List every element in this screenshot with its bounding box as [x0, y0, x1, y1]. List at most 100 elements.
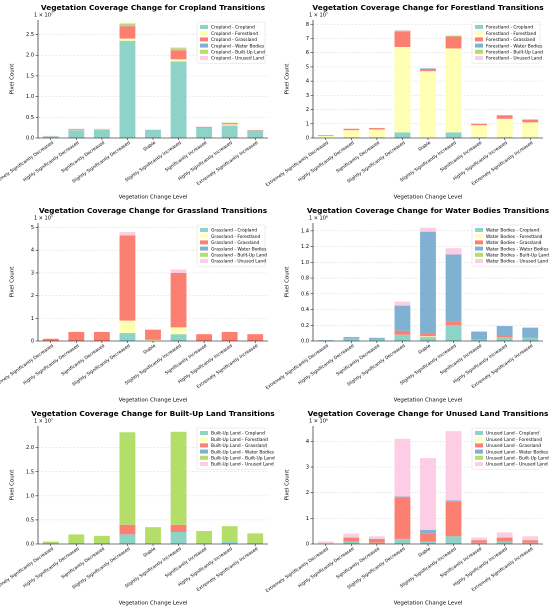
legend-swatch: [200, 43, 208, 48]
bar-segment: [247, 334, 264, 341]
bar-segment: [170, 61, 187, 139]
bar-segment: [394, 132, 411, 138]
legend-swatch: [475, 443, 483, 448]
bar-segment: [170, 334, 187, 341]
x-tick-label: Significantly Decreased: [60, 546, 106, 581]
legend-label: Cropland - Built-Up Land: [211, 50, 265, 56]
legend-swatch: [200, 259, 208, 263]
bar-segment: [394, 305, 411, 331]
x-tick-label: Stable: [417, 546, 432, 559]
bar-segment: [170, 59, 187, 62]
y-axis-label: Pixel Count: [10, 469, 16, 501]
legend-swatch: [475, 437, 483, 442]
bar-segment: [522, 540, 539, 543]
bar-segment: [420, 68, 436, 70]
legend-label: Built-Up Land - Unused Land: [211, 462, 274, 468]
legend-label: Grassland - Built-Up Land: [211, 253, 267, 259]
y-axis-label: Pixel Count: [285, 266, 291, 298]
bar-segment: [343, 130, 360, 138]
legend-label: Unused Land - Grassland: [486, 443, 541, 449]
bar-segment: [247, 543, 264, 544]
bar-segment: [471, 540, 488, 543]
legend-swatch: [475, 43, 483, 48]
bar-segment: [394, 31, 411, 48]
legend-swatch: [475, 462, 483, 466]
bar-segment: [170, 531, 187, 544]
y-tick-label: 2.0: [26, 53, 34, 59]
bar-segment: [170, 327, 187, 335]
bar-segment: [68, 331, 85, 341]
bar-segment: [522, 122, 539, 138]
bar-segment: [368, 542, 385, 544]
chart-title: Vegetation Coverage Change for Forestlan…: [312, 3, 544, 12]
bar-segment: [68, 543, 85, 544]
bar-segment: [496, 335, 513, 338]
bar-segment: [145, 129, 161, 138]
y-tick-label: 2: [306, 490, 309, 496]
bar-segment: [93, 331, 110, 341]
legend-swatch: [200, 246, 208, 251]
legend-swatch: [475, 431, 483, 435]
bar-segment: [445, 321, 462, 326]
y-tick-label: 3: [31, 270, 34, 276]
bar-segment: [170, 47, 187, 49]
legend-swatch: [200, 455, 208, 460]
bar-segment: [119, 333, 136, 341]
bar-segment: [119, 26, 136, 39]
y-tick-label: 0: [306, 542, 309, 548]
bar-segment: [445, 500, 462, 502]
legend-label: Grassland - Grassland: [211, 240, 259, 246]
y-tick-label: 0.0: [301, 339, 309, 345]
bar-segment: [420, 333, 436, 337]
legend-box: [196, 427, 266, 470]
x-tick-label: Significantly Increased: [439, 546, 483, 580]
legend-label: Unused Land - Built-Up Land: [486, 456, 549, 462]
legend-label: Grassland - Unused Land: [211, 259, 266, 265]
bar-segment: [221, 124, 238, 126]
bar-segment: [394, 47, 411, 133]
bar-segment: [522, 536, 539, 541]
bar-segment: [145, 339, 161, 341]
x-tick-label: Stable: [417, 140, 432, 153]
x-axis-label: Vegetation Change Level: [394, 398, 463, 404]
y-tick-label: 0.5: [26, 517, 34, 523]
bar-segment: [471, 331, 488, 340]
bar-segment: [221, 331, 238, 341]
y-tick-label: 2.5: [26, 32, 34, 38]
y-tick-label: 0.4: [301, 307, 309, 313]
bar-segment: [170, 48, 187, 51]
bar-segment: [445, 254, 462, 322]
legend-swatch: [475, 449, 483, 454]
bar-segment: [420, 529, 436, 534]
x-tick-label: Stable: [142, 546, 157, 559]
bar-segment: [196, 127, 213, 138]
legend-label: Cropland - Cropland: [211, 25, 255, 31]
bar-segment: [247, 533, 264, 544]
bar-segment: [445, 248, 462, 255]
legend-box: [196, 224, 266, 267]
y-tick-label: 1.0: [26, 493, 34, 499]
bar-segment: [343, 337, 360, 339]
y-tick-label: 8: [306, 22, 309, 28]
legend-swatch: [475, 234, 483, 239]
legend-swatch: [475, 240, 483, 245]
bar-segment: [522, 337, 539, 341]
x-tick-label: Significantly Increased: [164, 546, 208, 580]
y-tick-label: 5: [31, 225, 34, 231]
legend-label: Grassland - Water Bodies: [211, 246, 267, 252]
bar-segment: [170, 50, 187, 60]
legend-swatch: [200, 37, 208, 42]
legend-label: Unused Land - Water Bodies: [486, 449, 549, 455]
legend-label: Water Bodies - Forestland: [486, 234, 543, 240]
bar-segment: [221, 125, 238, 138]
legend-label: Unused Land - Forestland: [486, 437, 542, 443]
y-tick-label: 0.2: [301, 323, 309, 329]
bar-segment: [420, 71, 436, 138]
bar-segment: [343, 541, 360, 544]
legend-label: Water Bodies - Unused Land: [486, 259, 548, 265]
legend-swatch: [200, 234, 208, 239]
bar-segment: [170, 524, 187, 532]
bar-segment: [420, 533, 436, 542]
y-tick-label: 1.2: [301, 244, 309, 250]
